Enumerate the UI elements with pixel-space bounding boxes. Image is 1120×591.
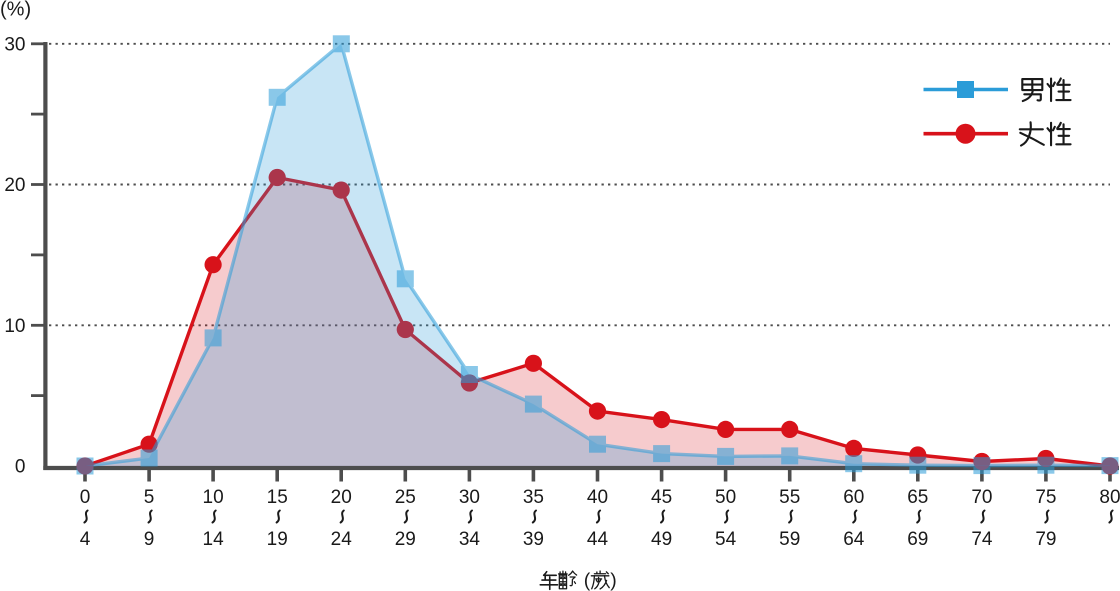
svg-text:24: 24	[331, 529, 353, 550]
svg-text:45: 45	[651, 487, 672, 508]
svg-text:59: 59	[779, 529, 800, 550]
svg-text:30: 30	[4, 34, 25, 55]
svg-text:44: 44	[587, 529, 609, 550]
svg-text:): )	[610, 569, 617, 591]
svg-text:19: 19	[267, 529, 288, 550]
svg-text:54: 54	[715, 529, 737, 550]
svg-text:0: 0	[80, 487, 91, 508]
svg-text:5: 5	[144, 487, 155, 508]
svg-text:20: 20	[331, 487, 352, 508]
svg-text:80: 80	[1099, 487, 1120, 508]
svg-text:60: 60	[843, 487, 864, 508]
svg-text:35: 35	[523, 487, 544, 508]
svg-text:0: 0	[15, 457, 26, 478]
svg-text:34: 34	[459, 529, 481, 550]
svg-text:74: 74	[971, 529, 993, 550]
svg-text:64: 64	[843, 529, 865, 550]
svg-text:50: 50	[715, 487, 736, 508]
svg-text:69: 69	[907, 529, 928, 550]
svg-text:65: 65	[907, 487, 928, 508]
svg-text:10: 10	[4, 316, 25, 337]
svg-text:9: 9	[144, 529, 155, 550]
svg-text:20: 20	[4, 175, 25, 196]
svg-text:75: 75	[1035, 487, 1056, 508]
svg-text:40: 40	[587, 487, 608, 508]
svg-text:14: 14	[203, 529, 225, 550]
svg-text:29: 29	[395, 529, 416, 550]
svg-text:30: 30	[459, 487, 480, 508]
svg-text:39: 39	[523, 529, 544, 550]
svg-text:25: 25	[395, 487, 416, 508]
svg-text:55: 55	[779, 487, 800, 508]
svg-text:49: 49	[651, 529, 672, 550]
svg-text:15: 15	[267, 487, 288, 508]
svg-text:79: 79	[1035, 529, 1056, 550]
svg-text:70: 70	[971, 487, 992, 508]
svg-text:(: (	[584, 569, 591, 591]
svg-text:4: 4	[80, 529, 91, 550]
svg-text:10: 10	[203, 487, 224, 508]
svg-text:(%): (%)	[0, 0, 31, 21]
